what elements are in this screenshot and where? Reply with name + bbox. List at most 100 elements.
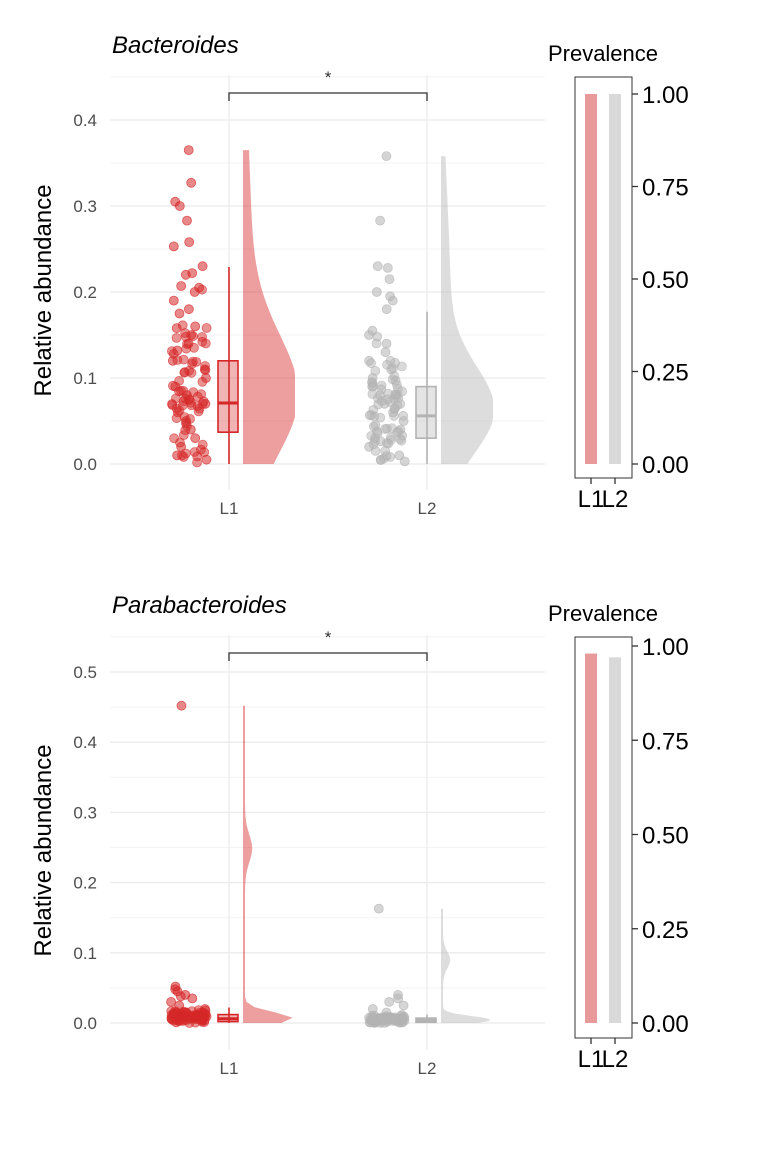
data-point-l1	[168, 295, 179, 306]
prevalence-tick-label: 0.00	[642, 452, 689, 479]
data-point-l2	[379, 1018, 390, 1028]
data-point-l2	[392, 383, 403, 394]
data-point-l2	[367, 1010, 378, 1021]
y-tick-label: 0.3	[73, 197, 97, 216]
data-point-l2	[373, 903, 384, 914]
data-point-l1	[197, 261, 208, 272]
data-point-l1	[171, 332, 182, 343]
data-point-l1	[183, 304, 194, 315]
data-point-l1	[167, 380, 178, 391]
data-point-l1	[186, 177, 197, 188]
data-point-l1	[200, 1005, 211, 1016]
prevalence-tick-label: 0.00	[642, 1011, 689, 1038]
data-point-l2	[398, 1000, 409, 1011]
data-point-l1	[190, 1017, 201, 1028]
data-point-l1	[186, 400, 197, 411]
data-point-l1	[199, 447, 210, 458]
data-point-l2	[392, 400, 403, 411]
panel-title: Parabacteroides	[112, 592, 287, 619]
data-point-l1	[179, 367, 190, 378]
density-l1	[243, 705, 293, 1023]
data-point-l1	[174, 308, 185, 319]
data-point-l1	[171, 413, 182, 424]
prevalence-tick-label: 0.75	[642, 175, 689, 202]
data-point-l2	[384, 274, 395, 285]
data-point-l1	[187, 993, 198, 1004]
data-point-l1	[197, 284, 207, 295]
x-tick-label: L2	[418, 499, 437, 518]
data-point-l2	[370, 365, 381, 376]
y-axis-label: Relative abundance	[30, 744, 57, 956]
data-point-l2	[389, 410, 399, 421]
prevalence-tick-label: 1.00	[642, 634, 689, 661]
data-point-l1	[190, 433, 201, 444]
data-point-l1	[166, 997, 177, 1007]
box-l1	[217, 359, 239, 433]
y-tick-label: 0.3	[73, 803, 97, 822]
y-tick-label: 0.0	[73, 1014, 97, 1033]
data-point-l1	[184, 237, 195, 248]
panel-title: Bacteroides	[112, 32, 239, 59]
data-point-l1	[171, 1008, 182, 1019]
data-point-l1	[176, 281, 187, 291]
data-point-l2	[368, 439, 379, 450]
data-point-l2	[372, 261, 383, 272]
prevalence-tick-label: 0.75	[642, 728, 689, 755]
panel-2: Parabacteroides 0.0 0.1 0.2 0.3 0.4 0.5 Relativ…	[30, 592, 689, 1078]
prevalence-tick-label: 0.50	[642, 267, 689, 294]
data-point-l2	[366, 358, 377, 369]
prevalence-tick-label: 1.00	[642, 82, 689, 109]
data-point-l2	[389, 371, 400, 382]
data-point-l2	[381, 338, 392, 349]
data-point-l1	[201, 323, 212, 333]
density-l2	[441, 908, 491, 1023]
panel-1: Bacteroides 0.0 0.1 0.2 0.3 0.4 Relative abund…	[30, 32, 689, 518]
prevalence-tick-label: 0.25	[642, 360, 689, 387]
x-tick-label: L1	[220, 1059, 239, 1078]
density-l1	[243, 150, 295, 464]
y-tick-label: 0.1	[73, 369, 97, 388]
significance-label: *	[325, 628, 332, 647]
prevalence-frame	[574, 636, 633, 1039]
significance-bracket	[228, 92, 428, 101]
data-point-l2	[376, 380, 387, 391]
data-point-l1	[185, 413, 195, 424]
data-point-l1	[174, 201, 185, 211]
data-point-l1	[175, 437, 185, 448]
significance-bracket	[228, 652, 428, 661]
data-point-l1	[176, 700, 187, 711]
prevalence-frame	[574, 76, 633, 479]
x-tick-label: L2	[418, 1059, 437, 1078]
prevalence-x-label: L1	[578, 1046, 605, 1073]
data-point-l1	[175, 991, 186, 1002]
data-point-l1	[182, 1009, 193, 1020]
data-point-l1	[182, 215, 192, 226]
data-point-l1	[200, 361, 211, 371]
data-point-l2	[396, 435, 407, 446]
prevalence-title: Prevalence	[548, 601, 658, 626]
data-point-l1	[187, 356, 198, 367]
prevalence-x-label: L2	[602, 1046, 629, 1073]
prevalence-tick-label: 0.25	[642, 917, 689, 944]
data-point-l2	[397, 1014, 408, 1025]
data-point-l2	[399, 456, 410, 467]
y-tick-label: 0.0	[73, 455, 97, 474]
data-point-l2	[369, 411, 380, 422]
data-point-l2	[382, 262, 393, 273]
prevalence-x-label: L1	[578, 486, 605, 513]
data-point-l2	[375, 215, 386, 226]
data-point-l1	[168, 241, 179, 252]
data-point-l1	[178, 354, 189, 365]
y-tick-label: 0.1	[73, 944, 97, 963]
data-point-l2	[385, 452, 396, 462]
data-point-l2	[384, 997, 395, 1007]
data-point-l1	[197, 376, 208, 387]
data-point-l2	[383, 388, 394, 399]
data-point-l2	[381, 151, 392, 162]
data-point-l2	[367, 389, 378, 399]
prevalence-tick-label: 0.50	[642, 823, 689, 850]
box-l2	[415, 385, 437, 440]
data-point-l1	[188, 331, 199, 342]
data-point-l2	[393, 426, 404, 437]
